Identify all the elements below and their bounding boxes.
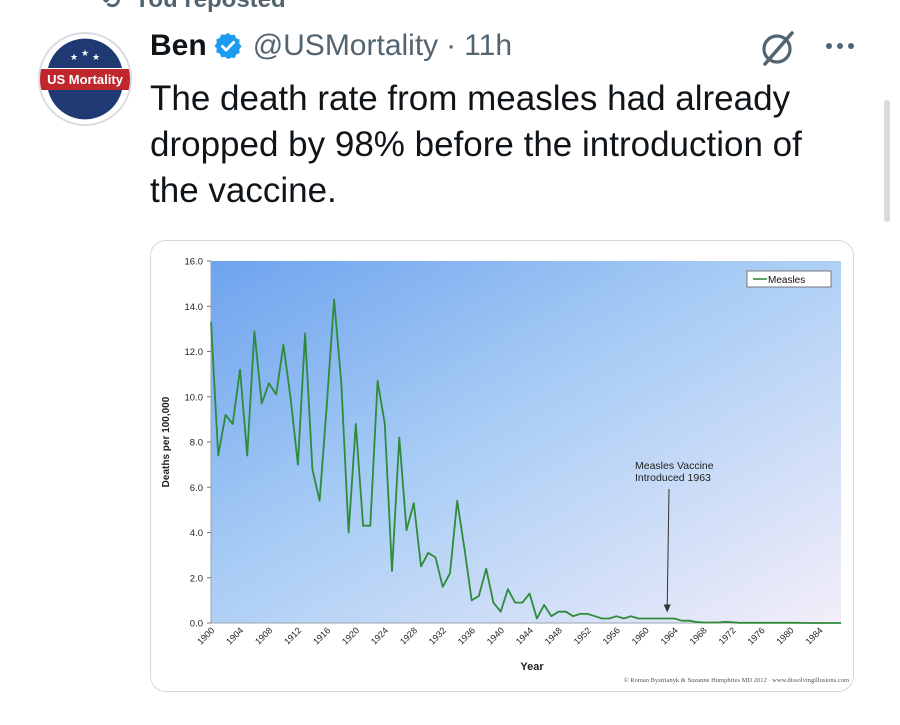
plot-area bbox=[211, 261, 841, 623]
tweet-header: Ben @USMortality · 11h bbox=[150, 26, 512, 66]
y-tick-label: 14.0 bbox=[185, 302, 204, 313]
tweet-text: The death rate from measles had already … bbox=[150, 79, 802, 210]
y-tick-label: 2.0 bbox=[190, 573, 203, 584]
series-line-measles bbox=[210, 298, 841, 624]
user-handle[interactable]: @USMortality bbox=[252, 29, 439, 62]
avatar-text: US Mortality bbox=[47, 72, 124, 87]
timestamp[interactable]: 11h bbox=[464, 29, 512, 62]
repost-icon: ⟲ bbox=[100, 0, 121, 14]
repost-context: ⟲ You reposted bbox=[100, 0, 286, 14]
measles-chart: 0.02.04.06.08.010.012.014.016.0 1900 1904… bbox=[151, 241, 853, 691]
vaccine-annotation: Measles Vaccine Introduced 1963 bbox=[635, 460, 714, 613]
y-tick-label: 16.0 bbox=[185, 257, 204, 268]
repost-label: You reposted bbox=[134, 0, 286, 14]
x-axis-label: Year bbox=[520, 661, 544, 673]
chart-credit: © Roman Bystrianyk & Suzanne Humphries M… bbox=[624, 677, 849, 684]
grok-icon[interactable] bbox=[758, 28, 798, 68]
y-tick-label: 6.0 bbox=[190, 483, 203, 494]
y-tick-label: 10.0 bbox=[185, 392, 204, 403]
svg-text:★: ★ bbox=[81, 49, 89, 59]
legend-entry-measles: Measles bbox=[768, 275, 805, 286]
us-mortality-logo: ★ ★ ★ US Mortality bbox=[40, 35, 130, 123]
verified-badge-icon bbox=[213, 31, 243, 61]
y-tick-label: 0.0 bbox=[190, 619, 203, 630]
avatar[interactable]: ★ ★ ★ US Mortality bbox=[38, 32, 132, 126]
y-tick-label: 4.0 bbox=[190, 528, 203, 539]
y-tick-label: 8.0 bbox=[190, 438, 203, 449]
annotation-line-1: Measles Vaccine bbox=[635, 460, 714, 472]
legend: Measles bbox=[746, 270, 832, 288]
more-icon[interactable] bbox=[818, 28, 862, 64]
svg-text:★: ★ bbox=[70, 53, 78, 63]
svg-text:★: ★ bbox=[92, 53, 100, 63]
display-name[interactable]: Ben bbox=[150, 29, 207, 62]
annotation-line-2: Introduced 1963 bbox=[635, 472, 711, 484]
scrollbar[interactable] bbox=[884, 100, 890, 222]
tweet-media-chart[interactable]: 0.0 2.0 4.0 6.0 8.0 10.0 12.0 14.0 16.0 1900 1904… bbox=[150, 240, 854, 692]
y-tick-label: 12.0 bbox=[185, 347, 204, 358]
separator-dot: · bbox=[446, 29, 457, 62]
y-axis-label: Deaths per 100,000 bbox=[161, 396, 172, 487]
